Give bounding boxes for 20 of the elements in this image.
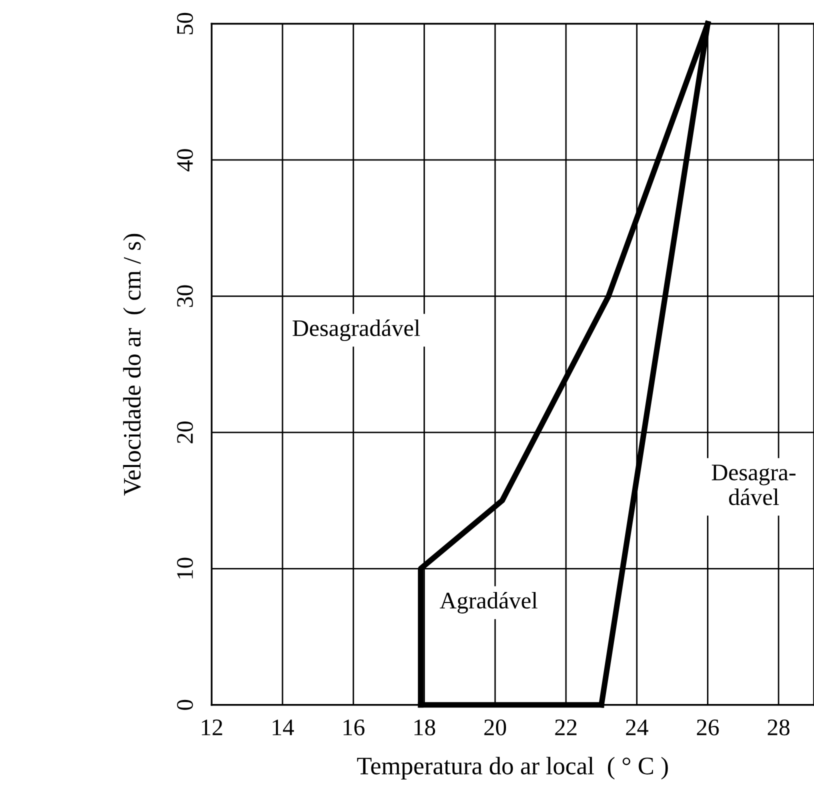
annotation: Desagradável <box>292 320 420 342</box>
y-axis-title: Velocidade do ar ( cm / s) <box>123 234 146 496</box>
y-tick-label: 20 <box>177 422 193 444</box>
y-tick-label: 30 <box>177 285 193 307</box>
x-tick-label: 20 <box>484 719 506 736</box>
y-tick-label: 10 <box>177 558 193 578</box>
x-tick-label: 28 <box>768 719 790 736</box>
y-tick-label: 0 <box>177 700 193 710</box>
x-tick-label: 12 <box>202 720 222 736</box>
x-tick-label: 16 <box>344 720 364 736</box>
x-axis-title: Temperatura do ar local ( ° C ) <box>357 756 668 780</box>
x-tick-label: 26 <box>696 720 719 736</box>
x-tick-label: 14 <box>272 720 294 736</box>
x-tick-label: 18 <box>414 719 436 736</box>
y-tick-label: 40 <box>177 149 193 172</box>
annotation: Agradável <box>440 592 538 614</box>
y-tick-label: 50 <box>177 12 193 34</box>
x-tick-label: 24 <box>626 720 648 736</box>
x-tick-label: 22 <box>555 720 576 736</box>
annotation: Desagra- dável <box>712 464 796 506</box>
